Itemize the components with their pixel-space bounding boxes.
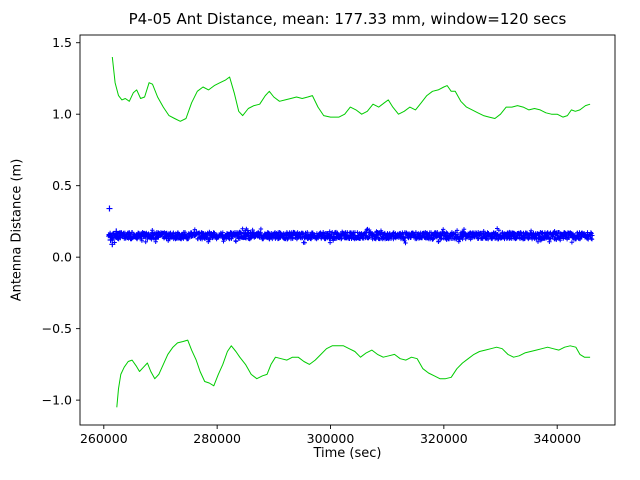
x-tick-label: 260000 bbox=[80, 431, 128, 446]
y-tick-label: 0.0 bbox=[52, 250, 72, 265]
x-tick-label: 340000 bbox=[533, 431, 581, 446]
axes-frame bbox=[79, 34, 616, 426]
x-tick-label: 300000 bbox=[307, 431, 355, 446]
x-axis-label: Time (sec) bbox=[313, 446, 382, 461]
chart-title: P4-05 Ant Distance, mean: 177.33 mm, win… bbox=[128, 10, 567, 28]
lower-envelope-line bbox=[116, 339, 591, 408]
x-tick-label: 320000 bbox=[420, 431, 468, 446]
y-tick-label: 1.5 bbox=[52, 35, 72, 50]
y-tick-label: 1.0 bbox=[52, 107, 72, 122]
y-tick-label: −1.0 bbox=[42, 393, 72, 408]
antenna-distance-outliers bbox=[106, 205, 120, 248]
y-axis-label: Antenna Distance (m) bbox=[9, 158, 25, 302]
y-tick-label: −0.5 bbox=[42, 321, 72, 336]
y-tick-label: 0.5 bbox=[52, 178, 72, 193]
x-tick-label: 280000 bbox=[193, 431, 241, 446]
upper-envelope-line bbox=[111, 56, 591, 122]
antenna-distance-band bbox=[106, 226, 595, 246]
